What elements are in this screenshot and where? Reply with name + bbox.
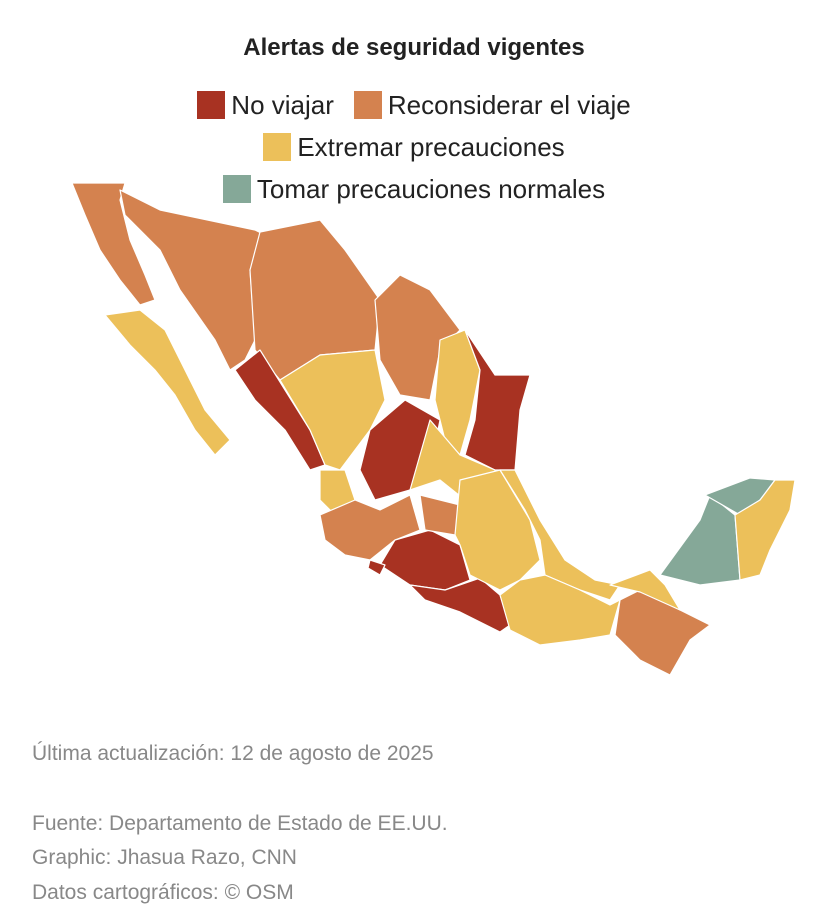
map: [71, 182, 796, 676]
region: [734, 479, 796, 581]
legend-swatch: [353, 91, 382, 119]
region: [379, 529, 471, 591]
region: [367, 559, 386, 576]
legend-item: Extremar precauciones: [263, 126, 565, 168]
credit-note: Graphic: Jhasua Razo, CNN: [32, 846, 297, 869]
update-note: Última actualización: 12 de agosto de 20…: [32, 742, 434, 765]
legend-item: Reconsiderar el viaje: [353, 84, 631, 126]
legend-label: Extremar precauciones: [297, 132, 565, 162]
title: Alertas de seguridad vigentes: [243, 34, 585, 61]
region: [464, 329, 531, 471]
source-note: Fuente: Departamento de Estado de EE.UU.: [32, 812, 448, 835]
legend-item: Tomar precauciones normales: [222, 168, 606, 210]
legend-swatch: [222, 175, 251, 203]
legend-label: Reconsiderar el viaje: [387, 90, 631, 120]
region: [419, 494, 461, 536]
legend-label: Tomar precauciones normales: [256, 174, 606, 204]
region: [499, 469, 621, 601]
legend-swatch: [263, 133, 292, 161]
region: [609, 569, 681, 611]
legend: No viajar Reconsiderar el viaje Extremar…: [94, 84, 734, 210]
legend-item: No viajar: [197, 84, 334, 126]
region: [104, 309, 231, 456]
legend-swatch: [197, 91, 226, 119]
region: [319, 494, 421, 561]
region: [119, 189, 266, 371]
map-credit: Datos cartográficos: © OSM: [32, 881, 294, 904]
legend-label: No viajar: [231, 90, 334, 120]
